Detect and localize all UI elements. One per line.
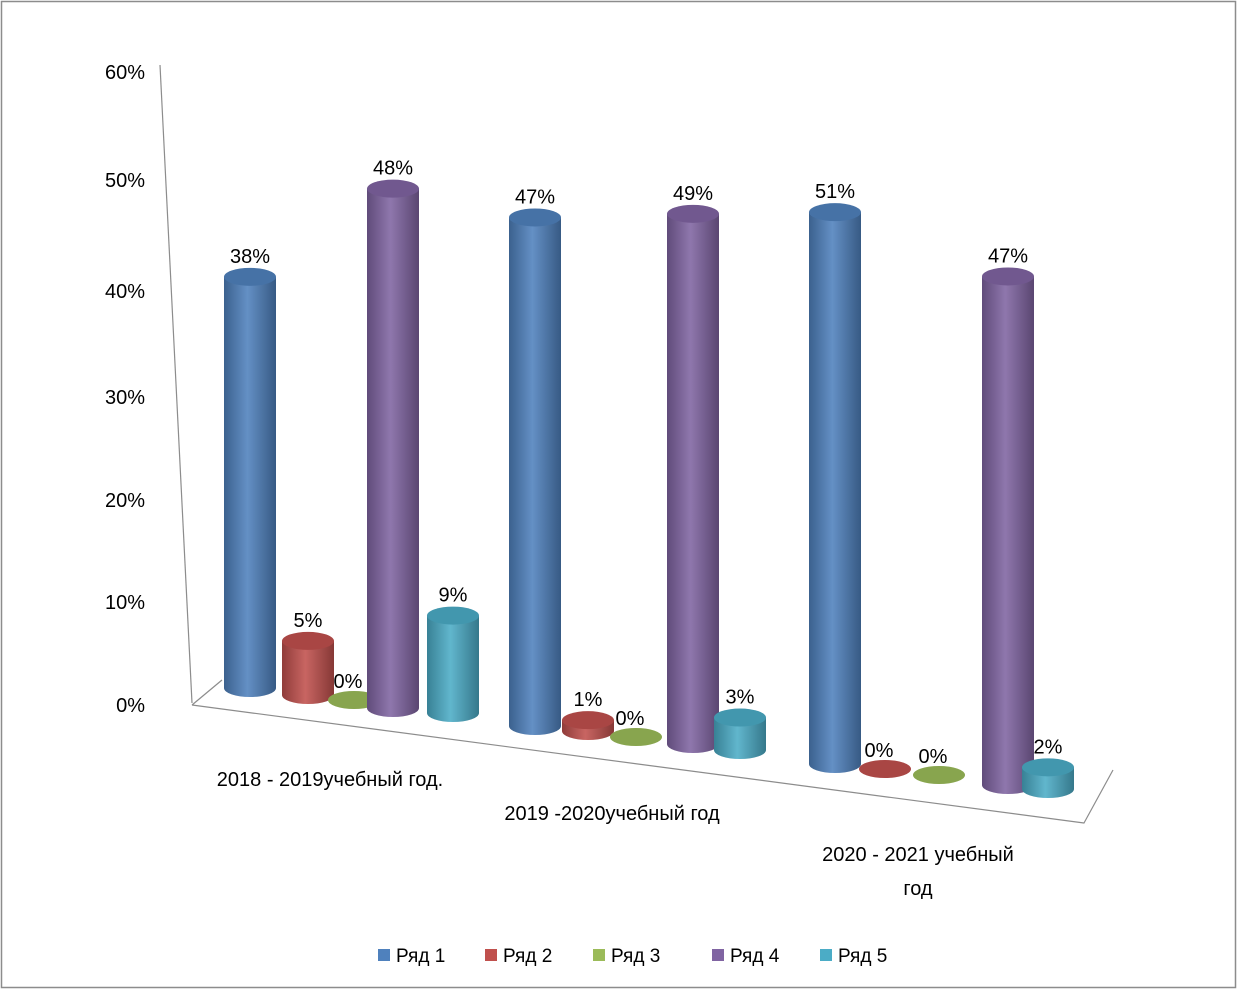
y-tick-label: 50% (105, 170, 145, 192)
legend-item-1: Ряд 1 (378, 946, 445, 967)
y-tick-label: 60% (105, 62, 145, 84)
legend-label: Ряд 3 (611, 946, 660, 967)
y-tick-label: 30% (105, 387, 145, 409)
bar-5-1 (427, 606, 479, 722)
data-label: 49% (673, 183, 713, 205)
bar-4-2 (667, 204, 719, 753)
data-label: 51% (815, 181, 855, 203)
legend-label: Ряд 5 (838, 946, 887, 967)
data-label: 5% (294, 610, 323, 632)
category-label: 2020 - 2021 учебный (822, 844, 1014, 866)
bar-4-1 (367, 179, 419, 717)
data-label: 0% (616, 708, 645, 730)
category-label: 2019 -2020учебный год (504, 803, 720, 825)
bar-4-3 (982, 267, 1034, 795)
bar-1-3 (809, 203, 861, 773)
bar-1-1 (224, 267, 276, 697)
y-axis-line (159, 64, 193, 704)
legend-swatch (378, 949, 390, 961)
bar-2-1 (282, 631, 334, 704)
data-label: 38% (230, 246, 270, 268)
data-label: 9% (439, 585, 468, 607)
legend-item-3: Ряд 3 (593, 946, 660, 967)
legend-item-2: Ряд 2 (485, 946, 552, 967)
data-label: 48% (373, 158, 413, 180)
legend-swatch (712, 949, 724, 961)
bar-3-2 (610, 728, 662, 746)
legend-label: Ряд 2 (503, 946, 552, 967)
legend-label: Ряд 1 (396, 946, 445, 967)
legend-swatch (485, 949, 497, 961)
category-label: год (903, 878, 933, 900)
bar-2-2 (562, 711, 614, 740)
legend-label: Ряд 4 (730, 946, 780, 967)
bar-2-3 (859, 760, 911, 778)
bar-5-2 (714, 708, 766, 759)
data-label: 1% (574, 689, 603, 711)
bar-1-2 (509, 208, 561, 735)
data-label: 47% (988, 245, 1028, 267)
bar-3-3 (913, 766, 965, 784)
floor-edge-left (191, 679, 223, 706)
bar-5-3 (1022, 758, 1074, 798)
legend-swatch (820, 949, 832, 961)
data-label: 0% (919, 746, 948, 768)
data-label: 3% (726, 687, 755, 709)
y-tick-label: 10% (105, 592, 145, 614)
y-tick-label: 40% (105, 281, 145, 303)
y-tick-label: 20% (105, 490, 145, 512)
legend-item-5: Ряд 5 (820, 946, 887, 967)
legend-swatch (593, 949, 605, 961)
category-label: 2018 - 2019учебный год. (217, 769, 443, 791)
legend-item-4: Ряд 4 (712, 946, 780, 967)
data-label: 47% (515, 186, 555, 208)
data-label: 0% (865, 740, 894, 762)
data-label: 0% (334, 671, 363, 693)
y-tick-label: 0% (116, 695, 145, 717)
data-label: 2% (1034, 736, 1063, 758)
